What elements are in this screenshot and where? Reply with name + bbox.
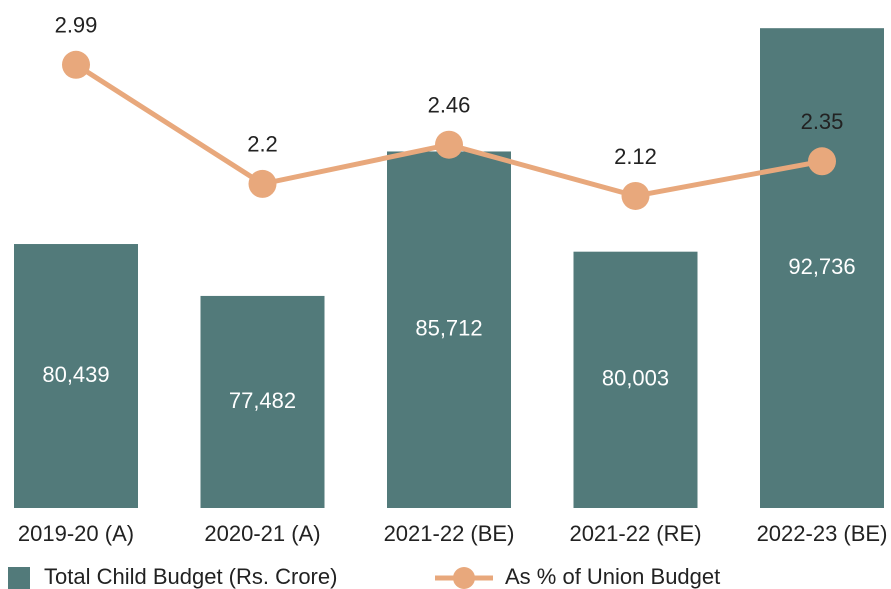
line-point (62, 50, 90, 79)
legend-swatch-point (453, 567, 475, 589)
line-value-label: 2.35 (801, 109, 844, 134)
line-point (808, 147, 836, 176)
legend-label: As % of Union Budget (505, 564, 720, 589)
x-tick-label: 2019-20 (A) (18, 521, 134, 546)
line-value-label: 2.12 (614, 144, 657, 169)
bar-value-label: 85,712 (415, 316, 482, 341)
line-point (621, 181, 650, 210)
bar-value-label: 80,003 (602, 366, 669, 391)
legend-swatch (8, 567, 30, 589)
line-point (248, 169, 277, 198)
bar-value-label: 92,736 (788, 254, 855, 279)
legend-label: Total Child Budget (Rs. Crore) (44, 564, 337, 589)
x-tick-label: 2022-23 (BE) (757, 521, 888, 546)
x-tick-label: 2021-22 (BE) (384, 521, 515, 546)
line-value-label: 2.99 (55, 13, 98, 38)
bar (573, 251, 698, 508)
bar-value-label: 80,439 (42, 362, 109, 387)
x-tick-label: 2021-22 (RE) (569, 521, 701, 546)
bar (14, 244, 138, 508)
bar-value-label: 77,482 (229, 388, 296, 413)
bar (760, 28, 884, 509)
x-tick-label: 2020-21 (A) (204, 521, 320, 546)
line-value-label: 2.46 (428, 93, 471, 118)
bar (200, 295, 325, 508)
line-value-label: 2.2 (247, 132, 278, 157)
bar (387, 151, 511, 509)
line-point (435, 130, 463, 159)
